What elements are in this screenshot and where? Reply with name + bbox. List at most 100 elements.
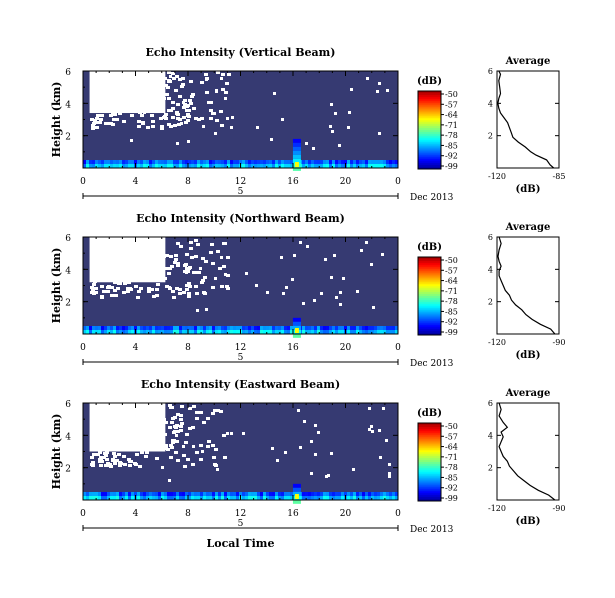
surface-echo-cell [236,326,239,330]
missing-data-cell [297,409,300,412]
colorbar-tick-label: -71 [445,287,458,296]
missing-data-cell [155,288,159,291]
profile-x-tick-label: -90 [553,338,566,347]
missing-data-cell [179,414,183,417]
missing-data-cell [92,73,96,76]
surface-echo-cell [320,496,323,500]
colorbar-segment [418,475,441,479]
surface-echo-cell [317,164,320,168]
surface-echo-cell [341,326,344,330]
missing-data-cell [171,290,175,293]
surface-echo-cell [176,330,179,334]
colorbar-segment [418,297,441,301]
missing-data-cell [293,254,296,257]
missing-data-cell [155,413,159,416]
surface-echo-cell [251,326,254,330]
surface-echo-cell [137,164,140,168]
colorbar-segment [418,499,441,502]
missing-data-cell [130,255,134,258]
missing-data-cell [90,106,94,109]
profile-frame [496,236,560,335]
missing-data-cell [102,248,106,251]
colorbar-segment [418,319,441,322]
missing-data-cell [230,126,233,129]
missing-data-cell [130,426,134,429]
missing-data-cell [216,468,219,471]
surface-echo-cell [131,330,134,334]
surface-echo-cell [134,492,137,496]
missing-data-cell [111,74,115,77]
missing-data-cell [146,275,149,278]
missing-data-cell [175,434,178,437]
colorbar-segment [418,126,441,129]
surface-echo-cell [203,326,206,330]
missing-data-cell [142,270,146,273]
date-month-label: Dec 2013 [410,359,454,369]
colorbar-segment [418,307,441,311]
surface-echo-cell [194,330,197,334]
surface-echo-cell [392,330,395,334]
missing-data-cell [102,439,106,442]
missing-data-cell [162,255,166,258]
missing-data-cell [112,92,116,95]
missing-data-cell [196,271,200,274]
missing-data-cell [122,120,126,123]
profile-x-label: (dB) [516,516,541,527]
missing-data-cell [94,255,98,258]
missing-data-cell [166,86,170,89]
colorbar-segment [418,497,441,500]
surface-echo-cell [356,492,359,496]
date-label: 5 [238,187,244,197]
surface-echo-cell [251,164,254,168]
surface-echo-cell [281,496,284,500]
surface-echo-cell [110,330,113,334]
missing-data-cell [147,290,151,293]
profile-y-tick-label: 4 [488,265,493,274]
surface-echo-cell [272,330,275,334]
surface-echo-cell [389,330,392,334]
missing-data-cell [91,93,95,96]
missing-data-cell [141,253,145,256]
missing-data-cell [271,447,274,450]
missing-data-cell [108,265,112,268]
missing-data-cell [119,253,123,256]
surface-echo-cell [221,164,224,168]
missing-data-cell [155,411,159,414]
missing-data-cell [386,89,389,92]
x-tick-label: 0 [80,177,86,187]
missing-data-cell [205,91,209,94]
missing-data-cell [188,266,192,269]
missing-data-cell [385,439,388,442]
profile-panel: Average 6 4 2 -120 -90 (dB) [488,222,566,361]
missing-data-cell [93,280,97,283]
surface-echo-cell [152,496,155,500]
x-tick-label: 20 [340,509,352,519]
surface-echo-cell [83,164,86,168]
surface-echo-cell [125,164,128,168]
missing-data-cell [118,419,122,422]
y-tick-label: 4 [65,100,71,110]
missing-data-cell [109,273,113,276]
surface-echo-cell [104,164,107,168]
missing-data-cell [149,74,153,77]
missing-data-cell [91,424,95,427]
surface-echo-cell [197,492,200,496]
missing-data-cell [155,294,159,297]
surface-echo-cell [128,330,131,334]
missing-data-cell [148,404,152,407]
surface-echo-cell [275,496,278,500]
missing-data-cell [124,277,128,280]
missing-data-cell [201,279,205,282]
missing-data-cell [131,418,135,421]
surface-echo-cell [392,164,395,168]
surface-echo-cell [164,326,167,330]
surface-echo-cell [197,330,200,334]
missing-data-cell [150,288,154,291]
surface-echo-cell [374,492,377,496]
surface-echo-cell [302,330,305,334]
colorbar-segment [418,128,441,131]
missing-data-cell [128,435,132,438]
missing-data-cell [214,464,218,467]
